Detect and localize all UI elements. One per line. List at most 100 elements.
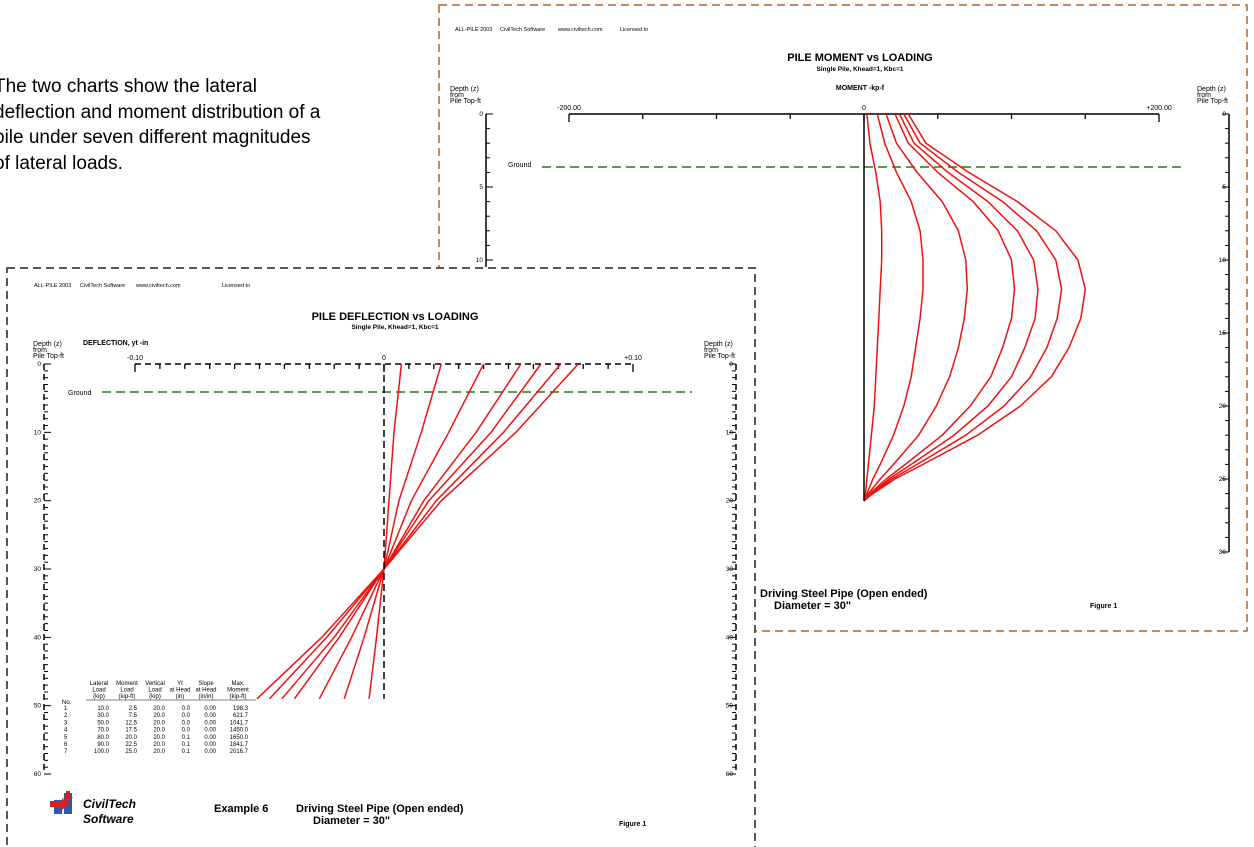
moment-y-tick-label: 10 [1219,257,1227,264]
moment-series-7-line [863,113,1087,502]
logo-text-software: Software [83,812,134,826]
moment-y-tick-label: 10 [476,257,484,264]
deflection-chart-title: PILE DEFLECTION vs LOADING [312,311,479,323]
deflection-series-4-line [293,363,522,700]
table-cell: 30.0 [97,713,109,719]
table-cell: 0.00 [204,749,216,755]
table-cell: 20.0 [125,735,137,741]
moment-header-license: Licensed to [620,27,648,33]
deflection-y-tick-label: 0 [729,361,733,368]
deflection-series-6-line [268,363,562,700]
table-header-cell: (kip) [149,694,161,700]
table-cell: 0.00 [204,720,216,726]
deflection-y-tick-label: 30 [34,566,42,573]
deflection-y-tick-label: 50 [726,703,734,710]
moment-y-tick-label: 20 [1219,403,1227,410]
moment-series-3-line [863,113,969,502]
table-cell: 1041.7 [230,720,249,726]
example-label: Example 6 [214,803,268,815]
table-cell: 70.0 [97,728,109,734]
deflection-header-site: www.civiltech.com [135,283,181,289]
deflection-y-tick-label: 0 [37,361,41,368]
table-cell: 198.3 [233,706,249,712]
table-cell: 20.0 [153,749,165,755]
moment-curves [863,113,1087,502]
load-summary-table: No.LateralLoad(kip)MomentLoad(kip-ft)Ver… [62,681,256,755]
deflection-y-tick-label: 40 [726,634,734,641]
table-cell: 0.0 [182,713,191,719]
moment-figure-label: Figure 1 [1090,603,1117,610]
deflection-figure-label: Figure 1 [619,821,646,828]
moment-y-tick-label: 0 [479,111,483,118]
deflection-y-tick-label: 60 [726,771,734,778]
deflection-depth-label-right-1: Depth (z) [704,341,733,348]
table-cell: 621.7 [233,713,249,719]
table-cell: 5 [64,735,68,741]
logo-text-civiltech: CivilTech [83,797,136,811]
moment-x-tick-label: 0 [862,105,866,112]
table-cell: 0.0 [182,720,191,726]
moment-y-tick-label: 0 [1222,111,1226,118]
moment-y-tick-label: 5 [479,184,483,191]
deflection-series-1-line [368,363,403,699]
table-header-cell: (kip-ft) [119,694,136,700]
moment-depth-label-right-2: from [1197,92,1211,99]
table-header-cell: at Head [169,688,190,694]
table-cell: 0.1 [182,735,191,741]
table-header-cell: Lateral [90,681,108,687]
moment-y-tick-label: 25 [1219,476,1227,483]
deflection-sheet-border [6,267,756,847]
moment-chart-subtitle: Single Pile, Khead=1, Kbc=1 [816,66,903,73]
moment-footer-line1: Driving Steel Pipe (Open ended) [760,588,928,600]
deflection-chart-sheet: ALL-PILE 2003 CivilTech Software www.civ… [6,267,756,847]
table-cell: 1450.0 [230,728,249,734]
table-cell: 17.5 [125,728,137,734]
table-header-cell: Load [120,688,133,694]
moment-depth-label-right-1: Depth (z) [1197,86,1226,93]
table-header-cell: Max. [231,681,244,687]
deflection-ground-label: Ground [68,390,91,397]
moment-y-tick-label: 15 [1219,330,1227,337]
table-header-cell: No. [62,700,72,706]
moment-y-tick-label: 30 [1219,549,1227,556]
moment-y-tick-label: 5 [1222,184,1226,191]
deflection-axes: -0.10 0 +0.10 0 10 20 30 40 50 60 0 10 20 30 40 50 60 [34,355,737,778]
deflection-header-app: ALL-PILE 2003 [34,283,71,289]
deflection-y-tick-label: 50 [34,703,42,710]
table-cell: 1841.7 [230,742,249,748]
moment-depth-label-left-1: Depth (z) [450,86,479,93]
table-cell: 90.0 [97,742,109,748]
table-cell: 7 [64,749,68,755]
deflection-series-7-line [256,363,579,700]
table-cell: 0.00 [204,735,216,741]
table-header-cell: Load [92,688,105,694]
table-cell: 2 [64,713,68,719]
moment-series-6-line [863,113,1063,502]
deflection-depth-label-right-3: Pile Top-ft [704,353,735,360]
moment-series-5-line [863,113,1039,502]
deflection-y-tick-label: 20 [726,498,734,505]
moment-footer-line2: Diameter = 30" [774,600,851,612]
intro-paragraph: The two charts show the lateral deflecti… [0,76,321,174]
moment-depth-label-left-3: Pile Top-ft [450,98,481,105]
deflection-chart-subtitle: Single Pile, Khead=1, Kbc=1 [351,324,438,331]
deflection-x-tick-label: -0.10 [127,355,143,362]
moment-chart-title: PILE MOMENT vs LOADING [787,52,932,64]
table-cell: 0.00 [204,713,216,719]
deflection-depth-label-left-1: Depth (z) [33,341,62,348]
deflection-depth-label-left-3: Pile Top-ft [33,353,64,360]
table-cell: 20.0 [153,706,165,712]
table-cell: 0.1 [182,742,191,748]
deflection-x-tick-label: +0.10 [624,355,642,362]
table-cell: 0.00 [204,742,216,748]
table-cell: 20.0 [153,735,165,741]
table-cell: 0.1 [182,749,191,755]
table-cell: 10.0 [97,706,109,712]
table-cell: 25.0 [125,749,137,755]
moment-header-site: www.civiltech.com [557,27,603,33]
table-header-cell: Moment [227,688,249,694]
deflection-y-tick-label: 40 [34,634,42,641]
moment-header-app: ALL-PILE 2003 [455,27,492,33]
table-cell: 12.5 [125,720,137,726]
deflection-series-5-line [281,363,542,700]
